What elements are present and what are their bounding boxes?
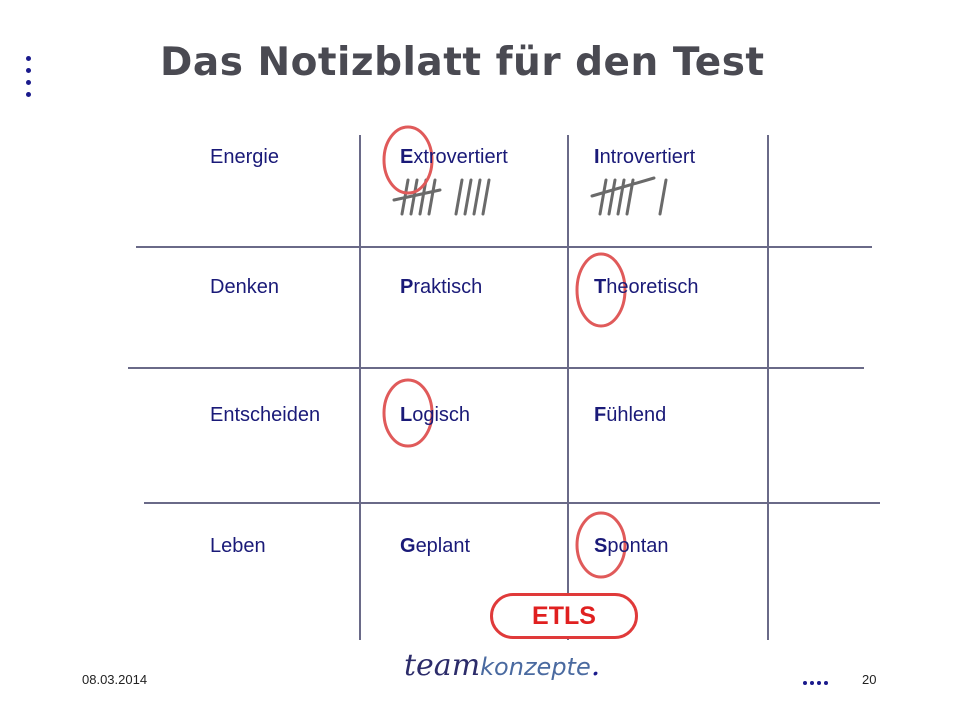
result-badge: ETLS [490, 593, 638, 639]
option-theoretisch: Theoretisch [594, 276, 699, 298]
row-label-denken: Denken [210, 276, 279, 298]
option-logisch: Logisch [400, 404, 471, 426]
decorative-dots-horizontal [803, 672, 831, 690]
page-number: 20 [862, 672, 877, 687]
circle-T [575, 252, 627, 328]
circle-L [382, 378, 434, 448]
option-introvertiert: Introvertiert [594, 146, 696, 168]
circle-S [575, 511, 627, 579]
tally-extrovertiert [392, 178, 491, 216]
decorative-dots-vertical [26, 56, 34, 104]
option-geplant: Geplant [400, 535, 471, 557]
option-spontan: Spontan [594, 535, 669, 557]
option-praktisch: Praktisch [400, 276, 483, 298]
row-label-energie: Energie [210, 146, 279, 168]
row-label-leben: Leben [210, 535, 266, 557]
circle-E [382, 125, 434, 195]
company-logo: teamkonzepte. [404, 648, 601, 683]
option-extrovertiert: Extrovertiert [400, 146, 508, 168]
footer-date: 08.03.2014 [82, 672, 148, 687]
page-title: Das Notizblatt für den Test [160, 40, 765, 85]
tally-introvertiert [590, 176, 668, 216]
selection-circles [382, 125, 627, 579]
row-label-entscheiden: Entscheiden [210, 404, 321, 426]
option-fuehlend: Fühlend [594, 404, 667, 426]
